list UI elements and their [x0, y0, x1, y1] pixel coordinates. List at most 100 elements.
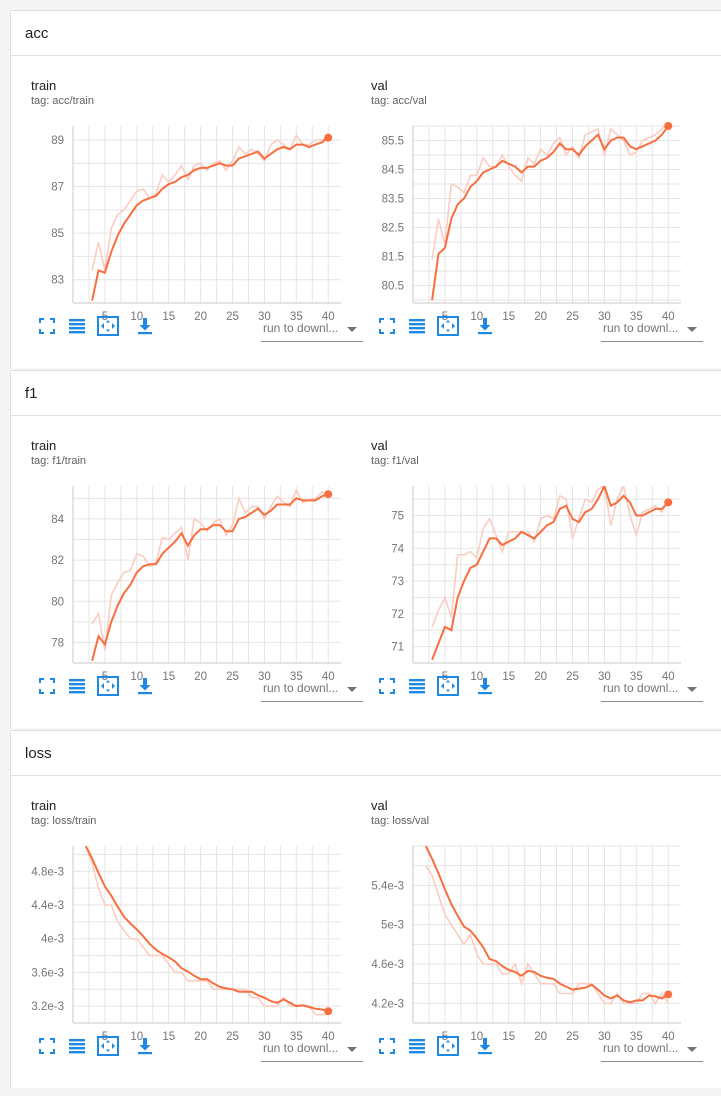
x-tick-label: 35: [290, 1031, 303, 1043]
download-button[interactable]: [473, 676, 497, 700]
chart-card-loss-val: val tag: loss/val 5 10 15 20 25 30 35 40 4.2e-3 4.6…: [361, 776, 703, 1071]
y-tick-label: 4e-3: [41, 934, 64, 946]
fullscreen-button[interactable]: [375, 676, 399, 700]
y-tick-label: 4.2e-3: [371, 998, 404, 1010]
download-icon: [476, 677, 494, 700]
chart-tag: tag: acc/val: [371, 95, 427, 107]
x-tick-label: 10: [130, 311, 143, 323]
fullscreen-button[interactable]: [35, 676, 59, 700]
x-tick-label: 30: [258, 671, 271, 683]
x-tick-label: 25: [226, 671, 239, 683]
toggle-y-log-button[interactable]: [65, 676, 89, 700]
fullscreen-button[interactable]: [35, 1036, 59, 1060]
chart-toolbar: run to downl...: [35, 1035, 363, 1062]
download-button[interactable]: [473, 316, 497, 340]
fullscreen-icon: [378, 317, 396, 340]
toggle-y-log-button[interactable]: [405, 316, 429, 340]
fit-domain-button[interactable]: [95, 1035, 121, 1060]
raw-series-line: [91, 133, 329, 271]
toggle-y-log-button[interactable]: [65, 316, 89, 340]
y-tick-label: 71: [391, 642, 404, 654]
chart-tag: tag: acc/train: [31, 95, 94, 107]
fit-domain-button[interactable]: [435, 315, 461, 340]
fit-domain-icon: [97, 315, 119, 341]
smoothed-series-line: [91, 493, 329, 662]
chart-title: train: [31, 78, 57, 93]
toggle-y-log-icon: [68, 317, 86, 340]
smoothed-series-line: [91, 136, 329, 301]
y-tick-label: 85.5: [382, 136, 404, 148]
line-chart[interactable]: 5 10 15 20 25 30 35 403.2e-33.6e-34e-34.4e-34.8…: [21, 776, 351, 1071]
dropdown-arrow-icon: [687, 1047, 697, 1052]
chart-card-acc-train: train tag: acc/train 5 10 15 20 25 30 35 40 83 85 87…: [21, 56, 363, 351]
download-run-select[interactable]: run to downl...: [601, 318, 703, 342]
fullscreen-button[interactable]: [35, 316, 59, 340]
chart-title: val: [371, 78, 388, 93]
y-tick-label: 4.4e-3: [31, 900, 64, 912]
x-tick-label: 20: [534, 311, 547, 323]
download-icon: [136, 677, 154, 700]
y-tick-label: 85: [51, 228, 64, 240]
x-tick-label: 25: [226, 311, 239, 323]
fit-domain-button[interactable]: [435, 675, 461, 701]
dropdown-arrow-icon: [347, 1047, 357, 1052]
dropdown-arrow-icon: [687, 687, 697, 692]
y-tick-label: 3.2e-3: [31, 1001, 64, 1013]
download-button[interactable]: [133, 676, 157, 700]
x-tick-label: 25: [566, 311, 579, 323]
y-tick-label: 3.6e-3: [31, 967, 64, 979]
toggle-y-log-button[interactable]: [65, 1036, 89, 1060]
fit-domain-icon: [97, 675, 119, 701]
smoothed-series-line: [84, 846, 329, 1013]
fullscreen-button[interactable]: [375, 316, 399, 340]
x-tick-label: 10: [130, 671, 143, 683]
group-f1: f1 train tag: f1/train 5 10 15 20 25 30 35 40 78 80…: [10, 370, 721, 728]
line-chart[interactable]: 5 10 15 20 25 30 35 404.2e-34.6e-35e-35.4e-3: [361, 776, 691, 1071]
fit-domain-icon: [437, 675, 459, 701]
download-run-select[interactable]: run to downl...: [261, 1038, 363, 1062]
last-point-marker: [324, 490, 333, 499]
chart-toolbar: run to downl...: [35, 675, 363, 702]
fit-domain-icon: [437, 1035, 459, 1061]
download-run-select[interactable]: run to downl...: [261, 678, 363, 702]
y-tick-label: 5e-3: [381, 920, 404, 932]
x-tick-label: 25: [566, 671, 579, 683]
chart-card-f1-val: val tag: f1/val 5 10 15 20 25 30 35 40 71 72 73 74 75 r…: [361, 416, 703, 711]
download-icon: [476, 317, 494, 340]
x-tick-label: 15: [162, 1031, 175, 1043]
y-tick-label: 4.6e-3: [371, 959, 404, 971]
download-run-select-label: run to downl...: [263, 321, 339, 335]
toggle-y-log-icon: [408, 1037, 426, 1060]
raw-series-line: [425, 865, 669, 1005]
x-tick-label: 35: [290, 671, 303, 683]
chart-card-f1-train: train tag: f1/train 5 10 15 20 25 30 35 40 78 80 82 8…: [21, 416, 363, 711]
download-button[interactable]: [473, 1036, 497, 1060]
x-tick-label: 15: [502, 671, 515, 683]
fit-domain-button[interactable]: [435, 1035, 461, 1061]
x-tick-label: 20: [534, 671, 547, 683]
toggle-y-log-button[interactable]: [405, 1036, 429, 1060]
y-tick-label: 83: [51, 275, 64, 287]
download-button[interactable]: [133, 1036, 157, 1060]
chart-title: val: [371, 798, 388, 813]
download-button[interactable]: [133, 316, 157, 340]
x-tick-label: 25: [226, 1031, 239, 1043]
toggle-y-log-button[interactable]: [405, 676, 429, 700]
fullscreen-icon: [38, 317, 56, 340]
download-run-select[interactable]: run to downl...: [601, 1038, 703, 1062]
x-tick-label: 15: [502, 1031, 515, 1043]
raw-series-line: [85, 846, 329, 1016]
download-run-select[interactable]: run to downl...: [601, 678, 703, 702]
group-header-acc: acc: [11, 11, 721, 56]
fit-domain-button[interactable]: [95, 315, 121, 341]
x-tick-label: 25: [566, 1031, 579, 1043]
download-run-select[interactable]: run to downl...: [261, 318, 363, 342]
fullscreen-button[interactable]: [375, 1036, 399, 1060]
fit-domain-button[interactable]: [95, 675, 121, 701]
chart-card-loss-train: train tag: loss/train 5 10 15 20 25 30 35 40 3.2e-…: [21, 776, 363, 1071]
x-tick-label: 15: [162, 311, 175, 323]
